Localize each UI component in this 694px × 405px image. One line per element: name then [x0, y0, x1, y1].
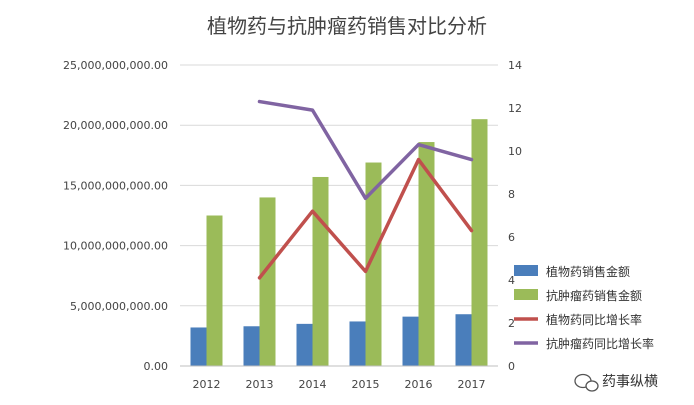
herbal-growth-line: [257, 157, 474, 280]
bar-herbal: [402, 316, 419, 366]
right-axis: 0 2 4 6 8 10 12 14: [508, 59, 522, 373]
bar-antitumor: [418, 142, 435, 366]
wechat-icon: [574, 373, 599, 392]
left-tick-label: 25,000,000,000.00: [63, 59, 168, 72]
right-tick-label: 2: [508, 317, 515, 330]
bar-herbal: [296, 323, 313, 366]
x-tick-label: 2012: [193, 378, 221, 391]
antitumor-growth-line: [257, 99, 474, 201]
right-tick-label: 6: [508, 231, 515, 244]
x-tick-label: 2013: [246, 378, 274, 391]
bar-antitumor: [365, 162, 382, 366]
left-tick-label: 20,000,000,000.00: [63, 119, 168, 132]
bar-antitumor: [471, 119, 488, 367]
watermark: 药事纵横: [574, 373, 658, 392]
right-tick-label: 4: [508, 274, 515, 287]
bar-herbal: [190, 327, 207, 366]
right-tick-label: 8: [508, 188, 515, 201]
bar-antitumor: [312, 176, 329, 366]
x-tick-label: 2017: [458, 378, 486, 391]
bar-herbal: [243, 326, 260, 366]
gridlines: [180, 64, 498, 367]
x-tick-label: 2015: [352, 378, 380, 391]
bars: [190, 119, 488, 367]
lines: [257, 99, 474, 280]
legend-label: 植物药销售金额: [546, 264, 630, 279]
bar-herbal: [349, 321, 366, 366]
legend-label: 抗肿瘤药销售金额: [546, 288, 642, 303]
right-tick-label: 10: [508, 145, 522, 158]
right-tick-label: 14: [508, 59, 522, 72]
bar-herbal: [455, 314, 472, 366]
chart-title: 植物药与抗肿瘤药销售对比分析: [207, 14, 487, 38]
bar-antitumor: [206, 215, 223, 366]
legend-swatch: [514, 289, 538, 300]
right-tick-label: 12: [508, 102, 522, 115]
left-tick-label: 5,000,000,000.00: [70, 300, 168, 313]
left-tick-label: 15,000,000,000.00: [63, 179, 168, 192]
left-axis: 0.00 5,000,000,000.00 10,000,000,000.00 15,…: [63, 59, 168, 373]
left-tick-label: 10,000,000,000.00: [63, 240, 168, 253]
x-axis: 2012 2013 2014 2015 2016 2017: [180, 365, 498, 391]
legend-label: 抗肿瘤药同比增长率: [546, 336, 654, 351]
legend-label: 植物药同比增长率: [546, 312, 642, 327]
left-tick-label: 0.00: [144, 360, 169, 373]
x-tick-label: 2016: [405, 378, 433, 391]
legend-swatch: [514, 265, 538, 276]
x-tick-label: 2014: [299, 378, 327, 391]
watermark-text: 药事纵横: [602, 374, 658, 390]
bar-antitumor: [259, 197, 276, 366]
right-tick-label: 0: [508, 360, 515, 373]
